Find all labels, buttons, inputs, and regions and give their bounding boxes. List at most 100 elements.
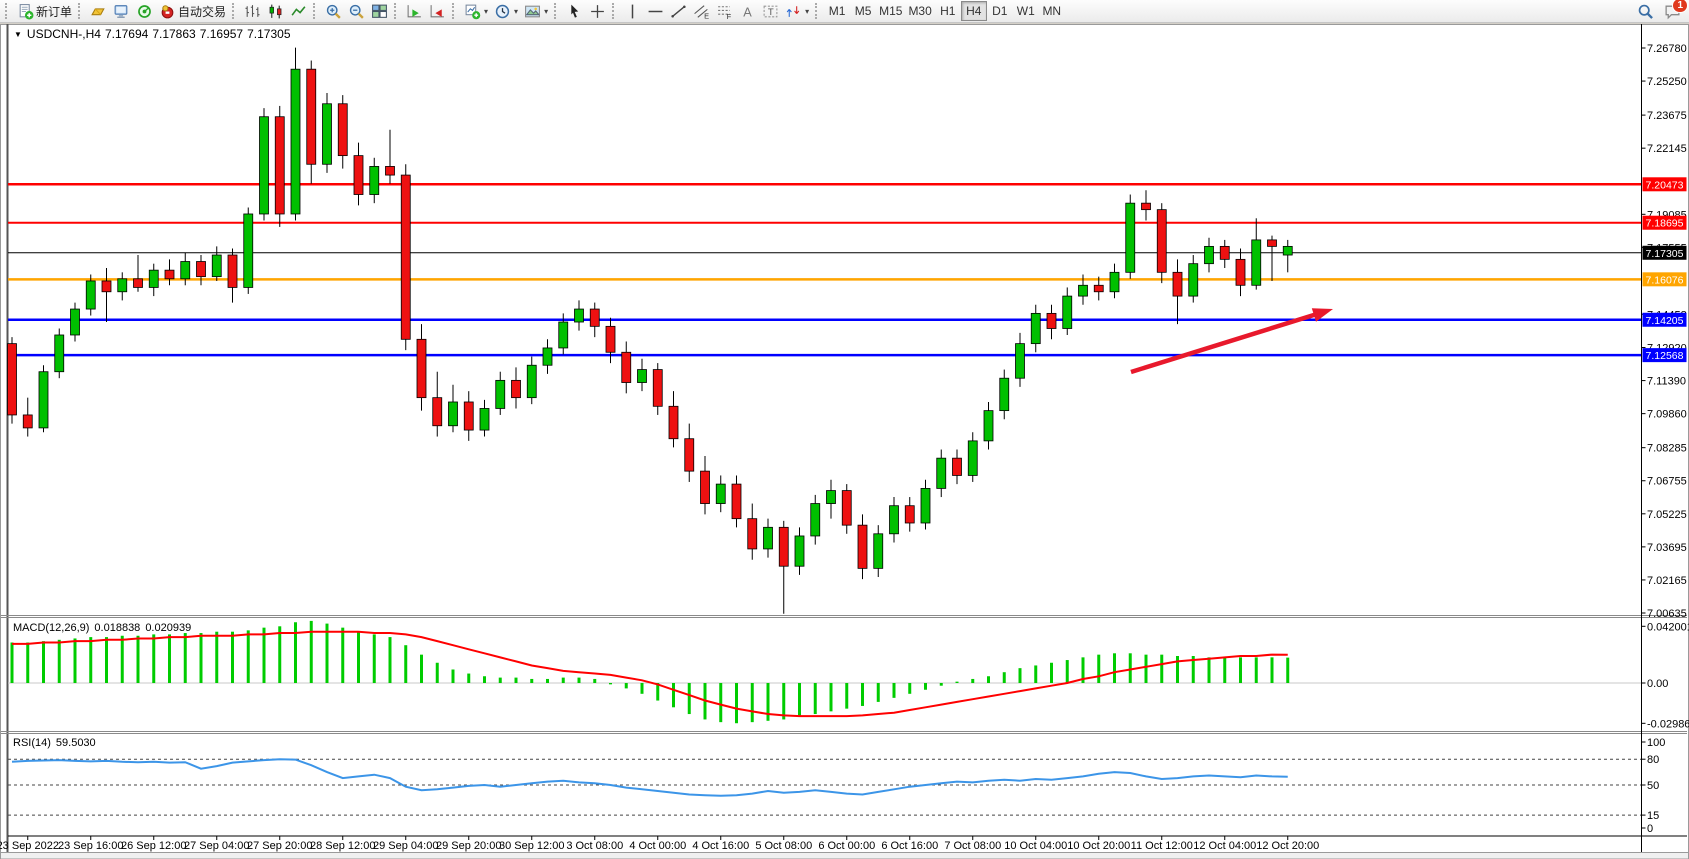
- candle-body-down: [841, 490, 852, 526]
- cursor-icon: [566, 3, 583, 20]
- candlestick-mode-button[interactable]: [264, 1, 287, 21]
- price-axis-label: 7.09860: [1647, 409, 1687, 421]
- candle-body-down: [747, 518, 758, 550]
- timeframe-m15-button[interactable]: M15: [876, 1, 905, 21]
- candle-body-up: [967, 440, 978, 476]
- dropdown-caret-icon[interactable]: ▾: [544, 6, 549, 16]
- candle-body-down: [589, 308, 600, 327]
- candle-body-down: [385, 166, 395, 176]
- bar-chart-mode-button[interactable]: [241, 1, 264, 21]
- strategy-tester-button[interactable]: [133, 1, 156, 21]
- new-chart-button[interactable]: ▾: [461, 1, 491, 21]
- dropdown-caret-icon[interactable]: ▾: [484, 6, 489, 16]
- periods-button[interactable]: ▾: [491, 1, 521, 21]
- candle-body-up: [259, 116, 269, 215]
- rsi-axis-label: 50: [1647, 780, 1659, 792]
- price-badge-label: 7.20473: [1646, 179, 1684, 191]
- dropdown-caret-icon[interactable]: ▾: [514, 6, 519, 16]
- text-label-button[interactable]: T: [759, 1, 782, 21]
- timeframe-m5-button[interactable]: M5: [850, 1, 876, 21]
- candle-body-up: [1078, 284, 1088, 297]
- periods-icon: [494, 3, 511, 20]
- line-chart-mode-button[interactable]: [287, 1, 310, 21]
- toolbar-grip[interactable]: [452, 3, 457, 19]
- templates-button[interactable]: ▾: [521, 1, 551, 21]
- candle-body-up: [1204, 245, 1214, 265]
- candle-body-up: [1188, 263, 1199, 297]
- timeframe-w1-button[interactable]: W1: [1013, 1, 1039, 21]
- timeframe-m30-button[interactable]: M30: [905, 1, 934, 21]
- autotrading-button[interactable]: 自动交易: [156, 1, 229, 21]
- price-axis-label: 7.26780: [1647, 43, 1687, 55]
- text-button[interactable]: A: [736, 1, 759, 21]
- rsi-name: RSI(14): [13, 737, 51, 749]
- price-axis-label: 7.23675: [1647, 110, 1687, 122]
- tile-windows-button[interactable]: [368, 1, 391, 21]
- notifications-icon[interactable]: 1: [1664, 0, 1688, 20]
- equidistant-channel-button[interactable]: E: [690, 1, 713, 21]
- price-badge: [1642, 272, 1687, 287]
- toolbar-grip[interactable]: [394, 3, 399, 19]
- cursor-button[interactable]: [563, 1, 586, 21]
- terminal-button[interactable]: [110, 1, 133, 21]
- fibonacci-button[interactable]: F: [713, 1, 736, 21]
- candle-body-up: [715, 483, 726, 504]
- candle-body-down: [700, 470, 710, 504]
- price-axis[interactable]: 7.267807.252507.236757.221457.190857.175…: [1641, 24, 1689, 852]
- rsi-value: 59.5030: [55, 737, 96, 749]
- candle-body-down: [857, 524, 868, 569]
- notification-badge: 1: [1672, 0, 1688, 13]
- toolbar-grip[interactable]: [78, 3, 83, 19]
- price-badge-label: 7.16076: [1646, 274, 1684, 286]
- candle-body-down: [605, 325, 616, 353]
- candle-body-up: [637, 369, 647, 383]
- macd-signal-line[interactable]: [12, 630, 1288, 718]
- candle-body-down: [684, 438, 695, 472]
- toolbar-grip[interactable]: [554, 3, 559, 19]
- toolbar-grip[interactable]: [5, 3, 10, 19]
- crosshair-button[interactable]: [586, 1, 609, 21]
- bar-high: 7.17863: [152, 27, 196, 41]
- chart-symbol-timeframe: USDCNH-,H4: [26, 27, 101, 41]
- chart-shift-button[interactable]: [426, 1, 449, 21]
- rsi-pane: [8, 758, 1641, 816]
- collapse-triangle-icon[interactable]: ▼: [14, 30, 22, 39]
- toolbar-grip[interactable]: [313, 3, 318, 19]
- trendline-button[interactable]: [667, 1, 690, 21]
- navigator-button[interactable]: [87, 1, 110, 21]
- dropdown-caret-icon[interactable]: ▾: [805, 6, 810, 16]
- new-order-button[interactable]: 新订单: [14, 1, 75, 21]
- rsi-line[interactable]: [11, 758, 1288, 797]
- rsi-axis-label: 15: [1647, 810, 1659, 822]
- auto-scroll-button[interactable]: [403, 1, 426, 21]
- timeframe-mn-button[interactable]: MN: [1039, 1, 1065, 21]
- zoom-out-button[interactable]: [345, 1, 368, 21]
- time-axis-label: 6 Oct 16:00: [881, 840, 938, 852]
- time-axis-label: 4 Oct 16:00: [692, 840, 749, 852]
- candle-body-down: [778, 526, 789, 567]
- toolbar-grip[interactable]: [612, 3, 617, 19]
- candle-body-down: [416, 338, 427, 399]
- time-axis-label: 30 Sep 12:00: [499, 840, 564, 852]
- price-axis-label: 7.06755: [1647, 476, 1687, 488]
- zoom-in-button[interactable]: [322, 1, 345, 21]
- trend-arrow-annotation[interactable]: [1130, 308, 1333, 375]
- search-icon[interactable]: [1637, 3, 1654, 20]
- toolbar-grip[interactable]: [815, 3, 820, 19]
- candle-body-down: [1172, 271, 1183, 297]
- candle-body-up: [826, 490, 836, 504]
- fibonacci-icon: F: [716, 3, 733, 20]
- toolbar-grip[interactable]: [232, 3, 237, 19]
- timeframe-d1-button[interactable]: D1: [987, 1, 1013, 21]
- horizontal-line-button[interactable]: [644, 1, 667, 21]
- vertical-line-button[interactable]: [621, 1, 644, 21]
- timeframe-h4-button[interactable]: H4: [960, 1, 987, 21]
- time-axis-label: 3 Oct 08:00: [566, 840, 623, 852]
- arrows-button[interactable]: ▾: [782, 1, 812, 21]
- timeframe-m1-button[interactable]: M1: [824, 1, 850, 21]
- candle-body-up: [369, 166, 380, 195]
- timeframe-h1-button[interactable]: H1: [935, 1, 961, 21]
- candle-body-down: [511, 379, 521, 399]
